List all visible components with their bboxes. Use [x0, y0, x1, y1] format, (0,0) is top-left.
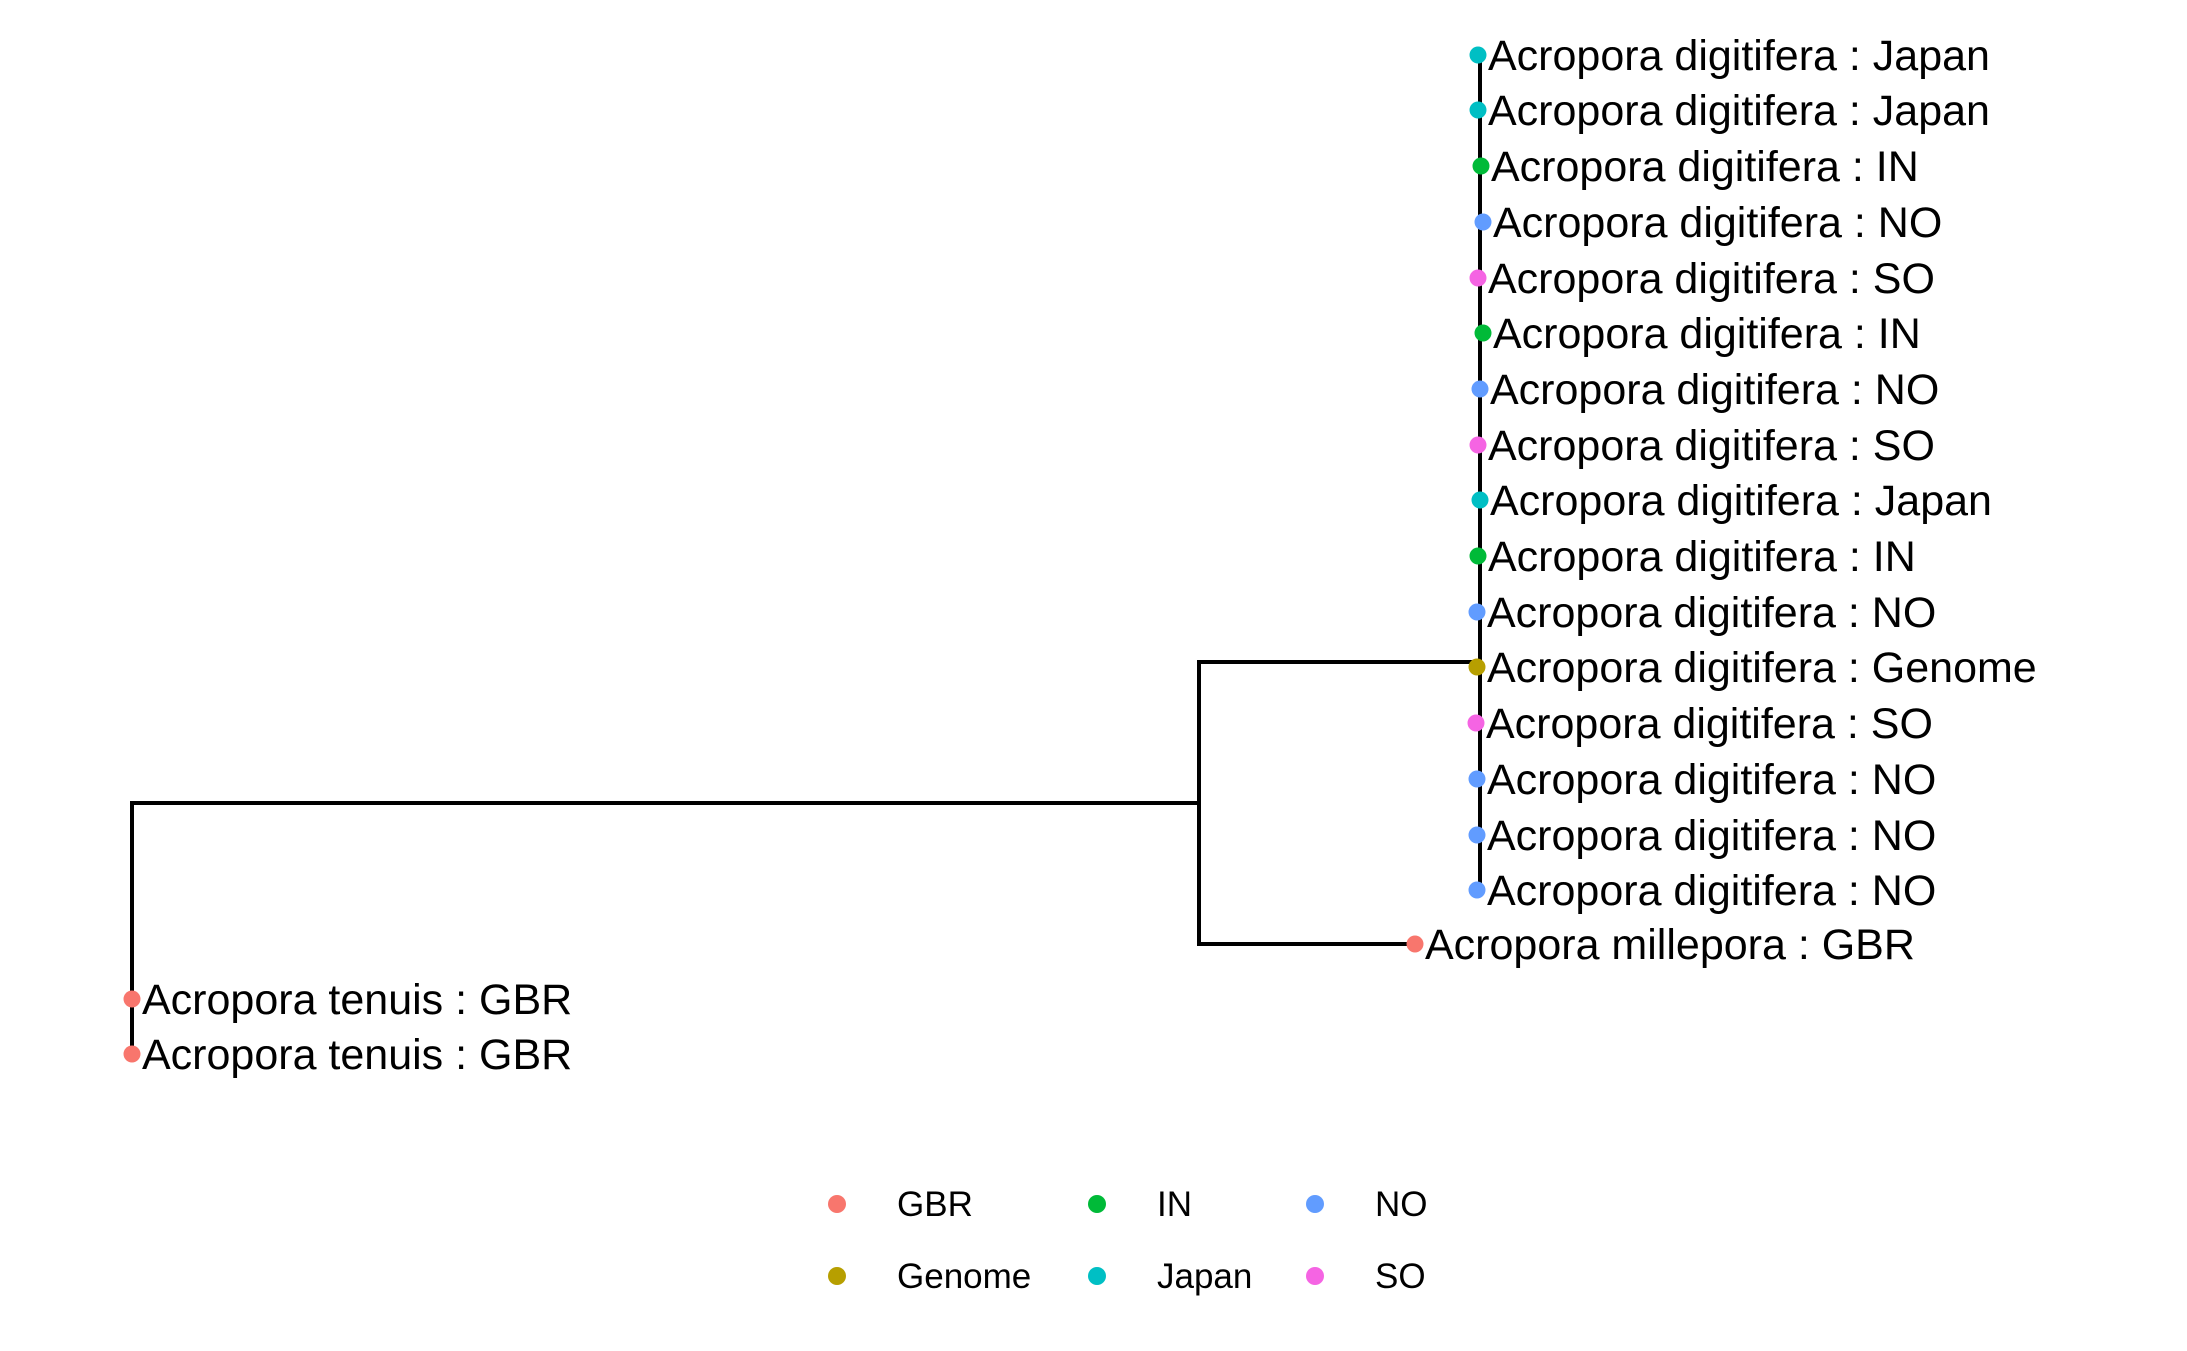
tip-label: Acropora digitifera : Japan: [1490, 477, 1992, 525]
tip-label: Acropora digitifera : SO: [1486, 700, 1933, 748]
legend-key: [828, 1267, 846, 1285]
legend-key: [1088, 1195, 1106, 1213]
tip-point: [1468, 603, 1486, 621]
tip-point: [1469, 269, 1487, 287]
tip-label: Acropora digitifera : SO: [1488, 255, 1935, 303]
tip-point: [1472, 157, 1490, 175]
tip-label: Acropora digitifera : NO: [1487, 589, 1936, 637]
tip-label: Acropora digitifera : SO: [1488, 422, 1935, 470]
legend-label: Japan: [1157, 1257, 1252, 1296]
tip-label: Acropora digitifera : NO: [1487, 756, 1936, 804]
legend-key: [828, 1195, 846, 1213]
tip-label: Acropora tenuis : GBR: [142, 976, 572, 1024]
tree-branches: [130, 53, 1482, 1056]
tip-point: [1471, 491, 1489, 509]
tip-point: [123, 990, 141, 1008]
tree-tips: Acropora digitifera : Japan Acropora digi…: [123, 32, 2037, 1079]
tip-point: [1471, 380, 1489, 398]
tip-point: [1468, 881, 1486, 899]
tip-point: [1469, 436, 1487, 454]
tip-label: Acropora digitifera : NO: [1490, 366, 1939, 414]
tip-point: [1469, 547, 1487, 565]
tip-label: Acropora digitifera : IN: [1491, 143, 1919, 191]
legend-label: NO: [1375, 1185, 1428, 1224]
tip-point: [1406, 935, 1424, 953]
legend: GBR IN NO Genome Japan SO: [828, 1185, 1428, 1296]
tip-point: [1468, 770, 1486, 788]
tip-point: [1474, 324, 1492, 342]
legend-label: Genome: [897, 1257, 1031, 1296]
tip-point: [1474, 213, 1492, 231]
tip-label: Acropora digitifera : NO: [1487, 867, 1936, 915]
tip-label: Acropora tenuis : GBR: [142, 1031, 572, 1079]
legend-key: [1306, 1195, 1324, 1213]
tip-label: Acropora digitifera : Japan: [1488, 87, 1990, 135]
tip-label: Acropora digitifera : NO: [1487, 812, 1936, 860]
tip-point: [1469, 46, 1487, 64]
legend-label: GBR: [897, 1185, 973, 1224]
legend-key: [1088, 1267, 1106, 1285]
tip-point: [1468, 658, 1486, 676]
tip-label: Acropora digitifera : Genome: [1487, 644, 2037, 692]
tip-point: [1467, 714, 1485, 732]
tip-label: Acropora digitifera : NO: [1493, 199, 1942, 247]
tip-point: [1468, 826, 1486, 844]
tip-label: Acropora digitifera : IN: [1493, 310, 1921, 358]
legend-key: [1306, 1267, 1324, 1285]
legend-label: IN: [1157, 1185, 1192, 1224]
tip-label: Acropora millepora : GBR: [1425, 921, 1915, 969]
tip-point: [123, 1045, 141, 1063]
legend-label: SO: [1375, 1257, 1426, 1296]
tip-label: Acropora digitifera : Japan: [1488, 32, 1990, 80]
tip-point: [1469, 101, 1487, 119]
tip-label: Acropora digitifera : IN: [1488, 533, 1916, 581]
